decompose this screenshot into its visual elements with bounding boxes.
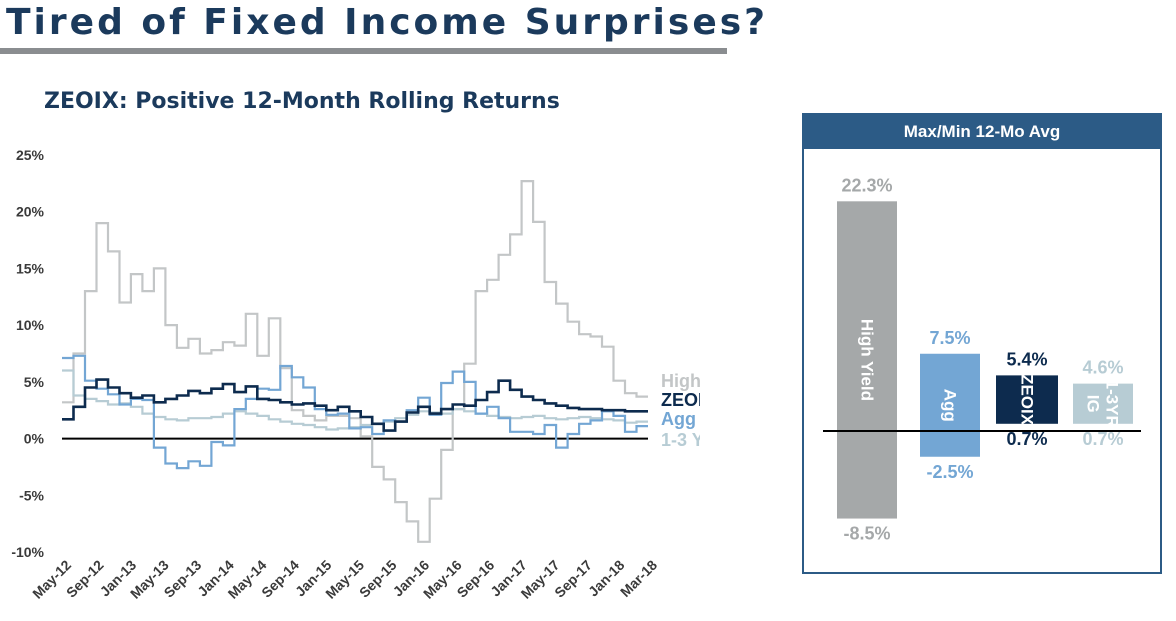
title-rule <box>0 48 727 54</box>
y-tick-label: -10% <box>11 544 44 560</box>
max-label-high-yield: 22.3% <box>841 175 892 195</box>
max-label-agg: 7.5% <box>929 328 970 348</box>
min-label-zeoix: 0.7% <box>1006 429 1047 449</box>
bar-agg <box>920 353 980 457</box>
line-chart-title: ZEOIX: Positive 12-Month Rolling Returns <box>44 89 560 114</box>
y-tick-label: 25% <box>16 147 45 163</box>
panel-header: Max/Min 12-Mo Avg <box>804 115 1160 149</box>
y-tick-label: 5% <box>24 374 45 390</box>
y-tick-label: -5% <box>19 487 44 503</box>
bar-label-zeoix: ZEOIX <box>1018 374 1037 426</box>
legend-high-yield: High Yield <box>661 371 700 391</box>
bar-high-yield <box>837 201 897 519</box>
max-label-zeoix: 5.4% <box>1006 349 1047 369</box>
bar-1-3yr-ig <box>1073 383 1133 424</box>
min-label-agg: -2.5% <box>926 462 973 482</box>
y-tick-label: 10% <box>16 317 45 333</box>
max-label-1-3yr-ig: 4.6% <box>1082 358 1123 378</box>
y-tick-label: 0% <box>24 431 45 447</box>
legend-1-3-yr-ig: 1-3 YR IG <box>661 430 700 450</box>
bar-label-agg: Agg <box>941 389 960 422</box>
bar-label-high-yield: High Yield <box>858 319 877 401</box>
page-title: Tired of Fixed Income Surprises? <box>6 2 769 43</box>
bar-zeoix <box>996 375 1058 424</box>
legend-agg: Agg <box>661 409 696 429</box>
min-label-high-yield: -8.5% <box>843 524 890 544</box>
y-tick-label: 15% <box>16 260 45 276</box>
legend-zeoix: ZEOIX <box>661 390 700 410</box>
bar-label-1-3yr-ig: 1-3YRIG <box>1084 380 1122 428</box>
line-chart: -10%-5%0%5%10%15%20%25%May-12Sep-12Jan-1… <box>11 147 700 602</box>
series-line-zeoix <box>62 378 648 432</box>
min-label-1-3yr-ig: 0.7% <box>1082 429 1123 449</box>
y-tick-label: 20% <box>16 204 45 220</box>
series-line-agg <box>62 354 648 470</box>
max-min-panel: Max/Min 12-Mo Avg <box>802 113 1162 574</box>
